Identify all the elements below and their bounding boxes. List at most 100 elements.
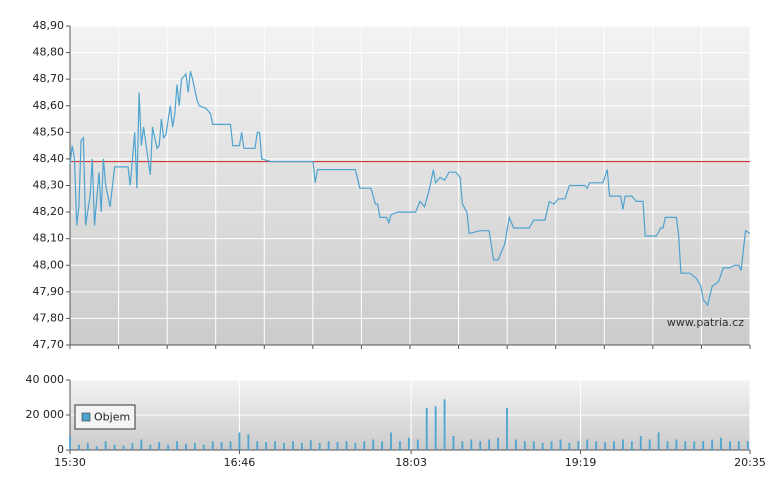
volume-bar: [318, 443, 321, 450]
volume-bar: [372, 439, 375, 450]
volume-bar: [176, 441, 178, 450]
volume-bar: [711, 439, 713, 450]
y-tick-label: 48,70: [33, 72, 65, 85]
y-tick-label: 48,80: [33, 46, 65, 59]
volume-bar: [613, 441, 615, 450]
volume-bar: [381, 441, 384, 450]
volume-bar: [104, 441, 107, 450]
volume-bar: [354, 443, 357, 450]
volume-bar: [675, 439, 678, 450]
y-tick-label: 48,50: [33, 125, 65, 138]
volume-bar: [737, 441, 740, 450]
y-tick-label: 47,90: [33, 285, 65, 298]
price-line: [69, 71, 751, 307]
y-tick-label: 48,60: [33, 99, 65, 112]
volume-bar: [488, 439, 491, 450]
volume-bar: [95, 446, 98, 450]
volume-bar: [86, 443, 89, 450]
volume-bar: [639, 436, 642, 450]
y-tick-label: 47,80: [33, 311, 65, 324]
volume-bar: [229, 441, 232, 450]
volume-bar: [390, 432, 392, 450]
volume-bar: [309, 440, 312, 450]
volume-bar: [497, 437, 499, 450]
volume-bar: [746, 441, 749, 450]
x-tick-label: 15:30: [54, 456, 86, 469]
volume-bar: [586, 439, 589, 450]
y-tick-label: 48,20: [33, 205, 65, 218]
y-tick-label: 0: [57, 443, 64, 456]
volume-bar: [604, 442, 606, 450]
x-tick-label: 20:35: [734, 456, 766, 469]
volume-bar: [122, 445, 125, 450]
volume-bar: [274, 441, 277, 450]
volume-bar: [202, 444, 205, 450]
volume-bar: [256, 441, 259, 450]
volume-bar: [283, 443, 285, 450]
y-tick-label: 47,70: [33, 338, 65, 351]
volume-bar: [327, 441, 330, 450]
volume-bar: [684, 441, 687, 450]
y-tick-label: 20 000: [26, 408, 65, 421]
x-tick-label: 19:19: [565, 456, 597, 469]
legend-label: Objem: [94, 411, 130, 424]
volume-bar: [479, 441, 482, 450]
volume-bar: [550, 441, 553, 450]
volume-bar: [300, 443, 303, 450]
volume-bar: [541, 443, 544, 450]
volume-bar: [577, 441, 580, 450]
volume-bar: [693, 441, 696, 450]
volume-bar: [506, 408, 508, 450]
volume-bar: [407, 437, 410, 450]
volume-bar: [416, 439, 419, 450]
volume-bar: [452, 436, 455, 450]
volume-bar: [630, 441, 633, 450]
volume-bar: [568, 443, 571, 450]
volume-bar: [292, 441, 294, 450]
volume-bar: [720, 437, 722, 450]
volume-bar: [158, 442, 161, 450]
y-tick-label: 48,10: [33, 232, 65, 245]
volume-bar: [185, 443, 187, 450]
y-tick-label: 40 000: [26, 373, 65, 386]
volume-bar: [559, 439, 562, 450]
volume-bar: [78, 444, 80, 450]
volume-bar: [622, 439, 624, 450]
volume-bar: [425, 408, 428, 450]
y-tick-label: 48,30: [33, 179, 65, 192]
legend-swatch: [81, 412, 91, 422]
volume-bar: [363, 441, 366, 450]
volume-bar: [648, 439, 651, 450]
volume-bar: [149, 444, 152, 450]
volume-bar: [69, 436, 71, 450]
x-tick-label: 18:03: [395, 456, 427, 469]
volume-bar: [461, 441, 464, 450]
volume-bar: [193, 443, 196, 450]
watermark: www.patria.cz: [667, 316, 744, 329]
volume-bar: [336, 442, 339, 450]
y-tick-label: 48,40: [33, 152, 65, 165]
y-tick-label: 48,90: [33, 19, 65, 32]
volume-bar: [131, 443, 134, 450]
x-tick-label: 16:46: [224, 456, 256, 469]
volume-bar: [345, 441, 348, 450]
volume-bar: [595, 441, 598, 450]
volume-bar: [140, 439, 143, 450]
volume-bar: [532, 441, 535, 450]
volume-bar: [211, 441, 214, 450]
volume-bar: [113, 444, 116, 450]
volume-bar: [399, 441, 401, 450]
volume-bar: [523, 441, 526, 450]
volume-bar: [220, 442, 223, 450]
volume-bar: [515, 439, 517, 450]
volume-bar: [729, 441, 731, 450]
volume-bar: [238, 432, 241, 450]
volume-bar: [666, 441, 669, 450]
y-tick-label: 48,00: [33, 258, 65, 271]
volume-bar: [470, 439, 473, 450]
volume-bar: [702, 441, 705, 450]
volume-bar: [657, 432, 660, 450]
volume-bar: [265, 442, 268, 450]
volume-bar: [434, 406, 437, 450]
